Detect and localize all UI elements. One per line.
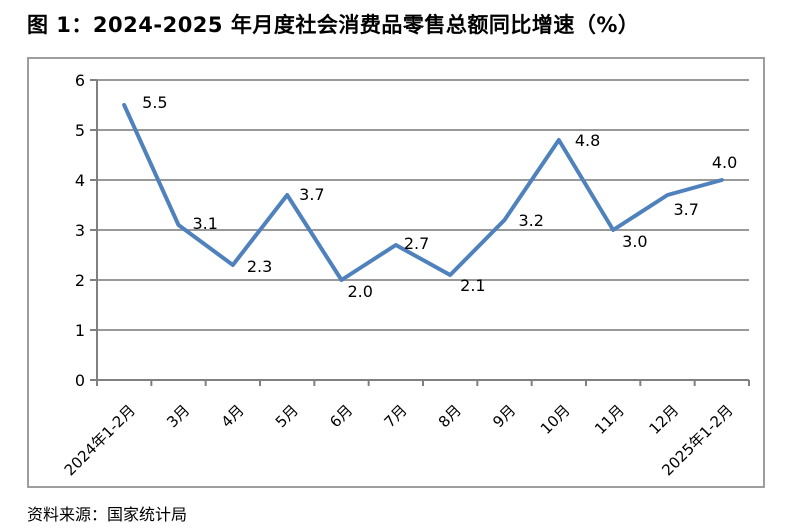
chart-canvas: 0 1 2 3 4 5 6 2024年1-2月 3月 4月 5月 6月 7月 8月 9月 10月 11月 12月 2… xyxy=(61,71,750,479)
series-line xyxy=(122,103,724,282)
svg-text:9月: 9月 xyxy=(489,401,519,431)
svg-text:3: 3 xyxy=(75,221,85,240)
svg-text:2.1: 2.1 xyxy=(460,276,485,295)
svg-text:11月: 11月 xyxy=(591,401,628,438)
chart-area: 0 1 2 3 4 5 6 2024年1-2月 3月 4月 5月 6月 7月 8月 9月 10月 11月 12月 2… xyxy=(27,57,765,488)
x-axis-labels: 2024年1-2月 3月 4月 5月 6月 7月 8月 9月 10月 11月 12月2025年1-2… xyxy=(61,401,737,479)
svg-text:1: 1 xyxy=(75,321,85,340)
svg-text:4.0: 4.0 xyxy=(712,153,737,172)
svg-text:3.2: 3.2 xyxy=(519,211,544,230)
svg-text:3.0: 3.0 xyxy=(622,232,647,251)
svg-text:2.0: 2.0 xyxy=(348,282,373,301)
svg-text:5.5: 5.5 xyxy=(142,93,167,112)
svg-text:3月: 3月 xyxy=(163,401,193,431)
axes xyxy=(90,79,750,386)
svg-text:7月: 7月 xyxy=(381,401,411,431)
svg-text:8月: 8月 xyxy=(435,401,465,431)
svg-text:10月: 10月 xyxy=(537,401,574,438)
svg-text:5: 5 xyxy=(75,121,85,140)
svg-text:4.8: 4.8 xyxy=(575,131,600,150)
data-labels: 5.5 3.1 2.3 3.7 2.0 2.7 2.1 3.2 4.8 3.0 3.7 4.0 xyxy=(142,93,737,301)
svg-text:3.7: 3.7 xyxy=(299,185,324,204)
svg-text:2: 2 xyxy=(75,271,85,290)
svg-text:12月: 12月 xyxy=(645,401,682,438)
svg-text:0: 0 xyxy=(75,371,85,390)
svg-text:2.7: 2.7 xyxy=(404,234,429,253)
svg-text:3.7: 3.7 xyxy=(674,200,699,219)
gridlines xyxy=(97,79,749,331)
svg-text:2.3: 2.3 xyxy=(247,257,272,276)
svg-text:3.1: 3.1 xyxy=(193,214,218,233)
svg-text:5月: 5月 xyxy=(272,401,302,431)
figure-title: 图 1：2024-2025 年月度社会消费品零售总额同比增速（%） xyxy=(27,13,640,37)
svg-text:4: 4 xyxy=(75,171,85,190)
y-axis-labels: 0 1 2 3 4 5 6 xyxy=(75,71,85,390)
source-note: 资料来源：国家统计局 xyxy=(27,505,188,524)
svg-text:6: 6 xyxy=(75,71,85,90)
svg-text:4月: 4月 xyxy=(218,401,248,431)
svg-text:6月: 6月 xyxy=(326,401,356,431)
svg-text:2024年1-2月: 2024年1-2月 xyxy=(61,401,139,479)
